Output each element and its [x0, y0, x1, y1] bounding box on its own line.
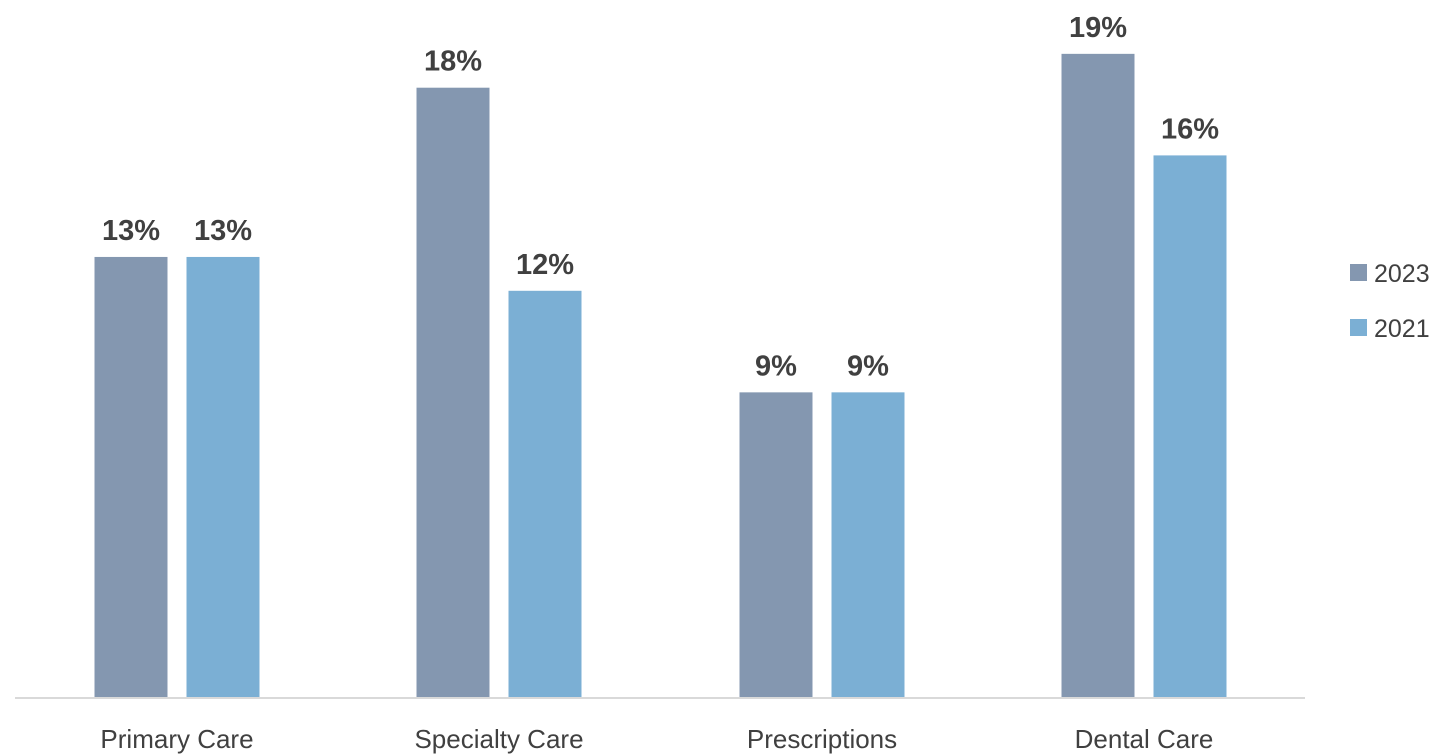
- bars-group: [94, 53, 1227, 698]
- x-tick-label-specialty-care: Specialty Care: [414, 724, 583, 754]
- legend: 2023 2021: [1350, 260, 1430, 343]
- data-label-dental-care-2023: 19%: [1069, 12, 1127, 44]
- data-label-specialty-care-2023: 18%: [424, 46, 482, 78]
- legend-swatch-2023: [1350, 264, 1367, 281]
- data-labels-group: 13% 13% 18% 12% 9% 9% 19% 16%: [102, 12, 1219, 383]
- bar-dental-care-2023: [1061, 53, 1135, 698]
- data-label-prescriptions-2023: 9%: [755, 350, 797, 382]
- bar-primary-care-2023: [94, 256, 168, 697]
- x-tick-label-primary-care: Primary Care: [100, 724, 253, 754]
- legend-label-2021: 2021: [1374, 315, 1430, 343]
- x-tick-label-dental-care: Dental Care: [1075, 724, 1214, 754]
- data-label-prescriptions-2021: 9%: [847, 350, 889, 382]
- x-tick-label-prescriptions: Prescriptions: [747, 724, 897, 754]
- bar-prescriptions-2021: [831, 392, 905, 697]
- data-label-primary-care-2023: 13%: [102, 215, 160, 247]
- category-labels-group: Primary Care Specialty Care Prescriptions D…: [100, 724, 1213, 754]
- bar-specialty-care-2023: [416, 87, 490, 697]
- bar-primary-care-2021: [186, 256, 260, 697]
- bar-dental-care-2021: [1153, 155, 1227, 697]
- legend-label-2023: 2023: [1374, 260, 1430, 288]
- bar-prescriptions-2023: [739, 392, 813, 697]
- legend-swatch-2021: [1350, 319, 1367, 336]
- bar-specialty-care-2021: [508, 290, 582, 697]
- data-label-dental-care-2021: 16%: [1161, 113, 1219, 145]
- data-label-specialty-care-2021: 12%: [516, 249, 574, 281]
- data-label-primary-care-2021: 13%: [194, 215, 252, 247]
